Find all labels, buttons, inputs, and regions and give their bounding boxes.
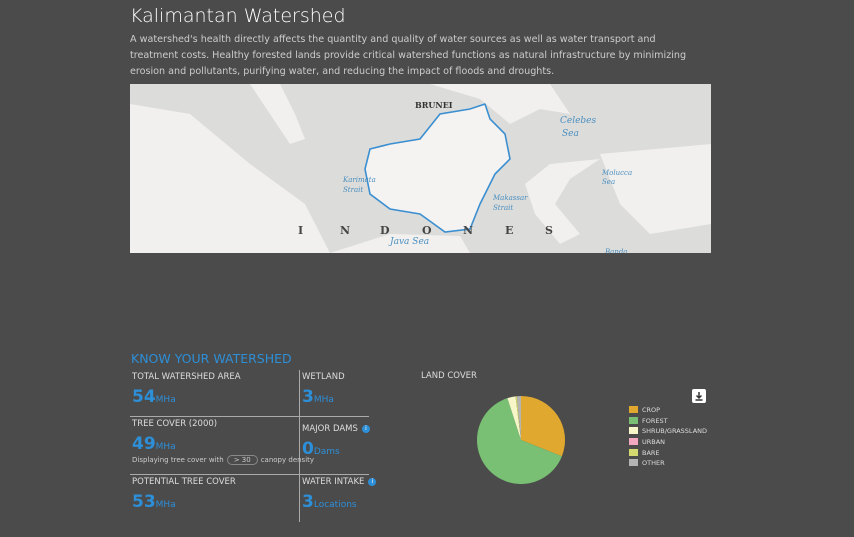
stat-unit: Locations <box>313 500 357 510</box>
info-icon[interactable]: i <box>361 425 370 433</box>
stat-value: 53MHa <box>132 492 236 512</box>
pie-slice <box>507 396 521 440</box>
legend-label: CROP <box>642 406 661 414</box>
divider <box>300 416 369 417</box>
stat-number: 0 <box>302 439 314 459</box>
divider <box>300 474 369 475</box>
note-text: canopy density <box>260 456 315 464</box>
map-label: I <box>298 224 303 237</box>
download-button[interactable] <box>692 389 706 403</box>
note-text: Displaying tree cover with <box>132 456 224 464</box>
legend-swatch <box>629 448 638 456</box>
pie-slice <box>477 398 562 484</box>
legend-item: SHRUB/GRASSLAND <box>629 427 707 438</box>
pie-slice <box>515 396 521 440</box>
map-label: Celebes <box>560 116 597 126</box>
maluku <box>600 144 711 234</box>
legend-swatch <box>629 438 638 446</box>
density-selector[interactable]: > 30 <box>226 455 258 465</box>
legend-item: FOREST <box>629 416 707 428</box>
stat-cell: WETLAND 3MHa <box>302 372 345 407</box>
legend-item: URBAN <box>629 438 707 449</box>
stat-number: 3 <box>302 387 314 407</box>
stat-label: TREE COVER (2000) <box>132 419 218 429</box>
stat-value: 0Dams <box>302 439 370 459</box>
legend-label: BARE <box>642 448 660 457</box>
pie-chart <box>477 396 565 484</box>
stat-label: POTENTIAL TREE COVER <box>132 477 236 487</box>
map-label: O <box>422 224 432 237</box>
legend-swatch <box>629 416 638 424</box>
map-label: N <box>340 224 350 237</box>
stat-unit: MHa <box>155 442 176 452</box>
stat-number: 53 <box>132 492 156 512</box>
section-heading: KNOW YOUR WATERSHED <box>131 351 292 366</box>
stat-cell: WATER INTAKE i 3Locations <box>302 477 377 512</box>
stat-unit: Dams <box>313 447 340 457</box>
legend-label: OTHER <box>642 459 665 468</box>
stat-number: 49 <box>132 434 156 454</box>
map-label: Banda <box>604 248 627 253</box>
map-label: Molucca <box>601 169 632 177</box>
java <box>330 234 470 253</box>
kalimantan <box>364 102 511 233</box>
pie-slice <box>516 396 521 440</box>
stat-unit: MHa <box>313 395 334 405</box>
legend-label: FOREST <box>642 416 668 425</box>
map[interactable]: BRUNEI Celebes Sea Karimata Strait Makassar St… <box>130 84 711 253</box>
divider <box>130 416 299 417</box>
legend-swatch <box>629 406 638 413</box>
map-label: N <box>463 224 473 237</box>
map-label: Karimata <box>342 176 376 184</box>
stat-cell: TOTAL WATERSHED AREA 54MHa <box>132 372 241 407</box>
divider <box>130 474 299 475</box>
stat-label: WETLAND <box>302 372 345 382</box>
legend-swatch <box>629 459 638 467</box>
map-label: Strait <box>343 186 363 194</box>
info-icon[interactable]: i <box>368 478 377 486</box>
stat-number: 3 <box>302 492 314 512</box>
malaya <box>250 84 305 144</box>
sulawesi <box>525 159 600 244</box>
stat-unit: MHa <box>155 395 176 405</box>
map-label: Strait <box>493 204 513 212</box>
map-label: BRUNEI <box>415 100 453 110</box>
chart-title: LAND COVER <box>421 371 477 381</box>
stat-value: 3Locations <box>302 492 376 512</box>
stat-cell: POTENTIAL TREE COVER 53MHa <box>132 477 236 512</box>
stat-cell: TREE COVER (2000) 49MHa Displaying tree co… <box>132 419 315 465</box>
philippines <box>430 84 570 124</box>
pie-slice <box>521 396 565 457</box>
legend-item: OTHER <box>629 459 707 470</box>
stat-number: 54 <box>132 387 156 407</box>
stat-value: 3MHa <box>302 387 345 407</box>
legend-label: SHRUB/GRASSLAND <box>642 427 708 436</box>
divider <box>299 370 300 522</box>
map-label: Sea <box>562 129 579 139</box>
stat-note: Displaying tree cover with > 30 canopy den… <box>132 455 315 465</box>
stat-value: 54MHa <box>132 387 241 407</box>
stat-label: WATER INTAKE i <box>302 477 377 487</box>
legend-swatch <box>629 427 638 435</box>
map-label: Makassar <box>492 194 528 202</box>
map-label: Java Sea <box>388 237 429 247</box>
page-title: Kalimantan Watershed <box>130 5 346 27</box>
stat-cell: MAJOR DAMS i 0Dams <box>302 424 370 459</box>
legend-item: BARE <box>629 448 707 460</box>
map-label: S <box>545 224 553 237</box>
map-label: D <box>380 224 390 237</box>
stat-unit: MHa <box>155 500 176 510</box>
stat-value: 49MHa <box>132 434 314 454</box>
legend-item: CROP <box>629 406 707 417</box>
description: A watershed's health directly affects th… <box>130 34 687 77</box>
legend: CROP FOREST SHRUB/GRASSLAND URBAN BARE OTHER <box>629 406 707 470</box>
stat-label: MAJOR DAMS i <box>302 424 370 434</box>
sumatra <box>130 104 330 253</box>
stat-label: TOTAL WATERSHED AREA <box>132 372 241 382</box>
legend-label: URBAN <box>642 438 666 447</box>
map-label: E <box>505 224 513 237</box>
map-label: Sea <box>602 178 615 186</box>
stats-grid: TOTAL WATERSHED AREA 54MHa TREE COVER (200… <box>130 370 377 522</box>
